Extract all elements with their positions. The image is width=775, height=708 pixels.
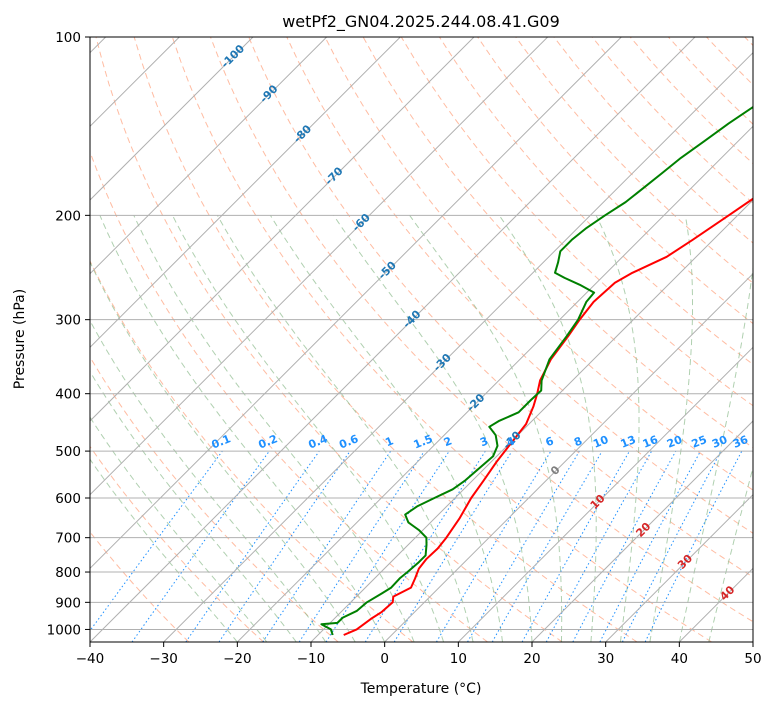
y-axis-title: Pressure (hPa) <box>12 289 28 389</box>
mixing-ratio-label: 8 <box>572 434 584 449</box>
plot-frame <box>89 36 754 643</box>
dry-adiabat-line <box>171 37 712 642</box>
moist-adiabat-line <box>90 458 238 642</box>
y-tick-label: 400 <box>55 387 81 403</box>
isotherm-line <box>236 125 753 642</box>
moist-adiabat-line <box>649 215 693 642</box>
dry-adiabat-line <box>95 37 563 642</box>
isotherm-line <box>90 37 549 496</box>
mixing-ratio-line <box>185 450 320 642</box>
x-tick-label: 20 <box>523 651 540 667</box>
dry-adiabat-line <box>90 356 339 642</box>
x-tick-label: 10 <box>450 651 467 667</box>
isotherm-line <box>90 37 254 201</box>
mixing-ratio-line <box>545 450 653 642</box>
isotherm-line <box>605 493 753 642</box>
axes: −40 −30 −20 −10 0 10 20 30 40 50 100 200 300 400 500 60… <box>47 30 762 667</box>
isotherm-line <box>90 37 622 570</box>
x-tick-label: 0 <box>380 651 389 667</box>
background-lines <box>90 37 753 642</box>
mixing-ratio-line <box>644 450 743 642</box>
y-tick-label: 500 <box>55 444 81 460</box>
x-tick-label: 40 <box>671 651 688 667</box>
mixing-ratio-label: 3 <box>478 434 490 449</box>
isotherm-line <box>384 272 753 642</box>
moist-adiabat-line <box>90 416 268 642</box>
mixing-ratio-line <box>393 450 513 642</box>
x-tick-label: −20 <box>223 651 252 667</box>
y-tick-label: 1000 <box>47 622 81 638</box>
isotherm-line <box>90 37 401 349</box>
isotherm-line <box>90 37 328 275</box>
dry-adiabat-line <box>324 37 753 491</box>
temperature-line <box>343 197 753 636</box>
mixing-ratio-line <box>131 450 270 642</box>
mixing-ratio-label: 36 <box>731 433 750 451</box>
mixing-ratio-line <box>218 450 351 642</box>
moist-adiabat-line <box>90 319 327 642</box>
mixing-ratio-line <box>325 450 450 642</box>
moist-adiabat-line <box>216 215 474 642</box>
dewpoint-line <box>320 105 753 636</box>
isotherm-line <box>310 199 753 642</box>
mixing-ratio-label: 16 <box>641 433 660 451</box>
mixing-ratio-line <box>90 450 223 632</box>
isotherm-line <box>90 37 696 642</box>
mixing-ratio-label: 10 <box>591 433 610 451</box>
dry-adiabat-line <box>90 445 264 642</box>
dry-adiabat-line <box>210 37 753 623</box>
isotherm-line <box>531 420 753 642</box>
moist-adiabat-line <box>172 215 445 642</box>
x-tick-label: −40 <box>76 651 105 667</box>
mixing-ratio-label: 30 <box>710 433 729 451</box>
moist-adiabat-line <box>678 264 753 642</box>
dry-adiabat-line <box>515 37 753 284</box>
mixing-ratio-label: 13 <box>619 433 638 451</box>
dry-adiabat-line <box>133 37 638 642</box>
x-tick-label: 50 <box>744 651 761 667</box>
dry-adiabat-line <box>248 37 753 578</box>
dry-adiabat-line <box>90 259 414 642</box>
moist-adiabat-line <box>90 260 356 642</box>
y-tick-label: 600 <box>55 491 81 507</box>
moist-adiabat-line <box>133 215 415 642</box>
mixing-ratio-line <box>521 450 630 642</box>
mixing-ratio-label: 25 <box>690 433 709 451</box>
y-tick-label: 700 <box>55 531 81 547</box>
x-tick-label: −10 <box>297 651 326 667</box>
x-tick-label: −30 <box>149 651 178 667</box>
mixing-ratio-label: 1 <box>383 434 395 449</box>
isotherm-line <box>457 346 753 642</box>
y-tick-label: 100 <box>55 30 81 46</box>
mixing-ratio-line <box>262 450 392 642</box>
dry-adiabat-line <box>286 37 753 534</box>
x-tick-label: 30 <box>597 651 614 667</box>
chart-title: wetPf2_GN04.2025.244.08.41.G09 <box>282 12 560 32</box>
mixing-ratio-label: 20 <box>665 433 684 451</box>
profile-series <box>320 105 753 636</box>
y-tick-label: 200 <box>55 208 81 224</box>
moist-adiabat-line <box>269 215 503 642</box>
y-tick-label: 300 <box>55 313 81 329</box>
isotherm-line <box>163 51 753 642</box>
mixing-ratio-label: 2 <box>442 434 454 449</box>
moist-adiabat-line <box>90 370 297 642</box>
mixing-ratio-line <box>298 450 425 642</box>
isotherm-line <box>90 37 475 422</box>
moist-adiabat-line <box>409 215 563 642</box>
y-tick-label: 900 <box>55 595 81 611</box>
moist-adiabat-line <box>595 215 640 642</box>
moist-adiabat-line <box>333 215 533 642</box>
y-tick-label: 800 <box>55 565 81 581</box>
mixing-ratio-line <box>572 450 677 642</box>
x-axis-title: Temperature (°C) <box>360 681 482 697</box>
